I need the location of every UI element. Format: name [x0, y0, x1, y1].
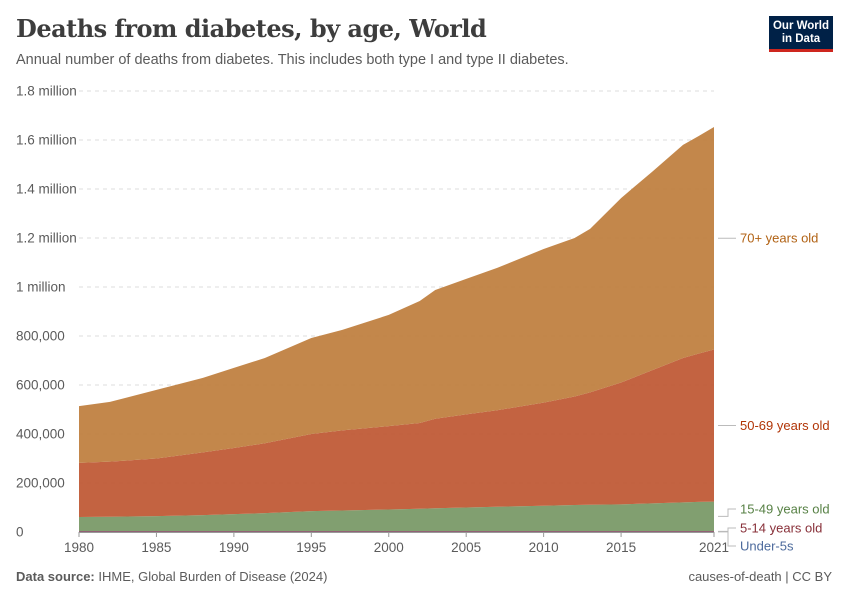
- y-tick-label: 1.4 million: [16, 182, 77, 197]
- y-tick-label: 1 million: [16, 280, 66, 295]
- x-tick-label: 2005: [451, 540, 481, 555]
- area-5-14-years-old[interactable]: [79, 531, 714, 532]
- x-tick-label: 1985: [141, 540, 171, 555]
- series-label: 5-14 years old: [740, 521, 822, 536]
- series-label: Under-5s: [740, 539, 794, 554]
- y-tick-label: 800,000: [16, 329, 65, 344]
- chart-title: Deaths from diabetes, by age, World: [16, 14, 487, 43]
- label-connector: [718, 508, 736, 517]
- y-tick-label: 600,000: [16, 378, 65, 393]
- x-tick-label: 2021: [699, 540, 729, 555]
- x-tick-label: 1990: [219, 540, 249, 555]
- data-source-label: Data source:: [16, 569, 95, 584]
- y-tick-label: 1.6 million: [16, 133, 77, 148]
- y-tick-label: 400,000: [16, 427, 65, 442]
- chart-subtitle: Annual number of deaths from diabetes. T…: [16, 52, 569, 68]
- data-source-link[interactable]: IHME, Global Burden of Disease (2024): [98, 569, 328, 584]
- y-tick-label: 1.8 million: [16, 84, 77, 99]
- x-tick-label: 2015: [606, 540, 636, 555]
- y-tick-label: 200,000: [16, 476, 65, 491]
- x-tick-label: 2010: [529, 540, 559, 555]
- series-label: 70+ years old: [740, 231, 818, 246]
- label-connector: [718, 527, 736, 532]
- owid-logo[interactable]: Our World in Data: [769, 16, 833, 52]
- license-text[interactable]: causes-of-death | CC BY: [688, 569, 832, 584]
- area-70-years-old[interactable]: [79, 127, 714, 463]
- area-50-69-years-old[interactable]: [79, 349, 714, 518]
- y-tick-label: 1.2 million: [16, 231, 77, 246]
- series-label: 50-69 years old: [740, 418, 830, 433]
- y-tick-label: 0: [16, 525, 24, 540]
- x-tick-label: 1995: [296, 540, 326, 555]
- series-label: 15-49 years old: [740, 502, 830, 517]
- x-tick-label: 2000: [374, 540, 404, 555]
- data-source: Data source: IHME, Global Burden of Dise…: [16, 569, 327, 584]
- x-tick-label: 1980: [64, 540, 94, 555]
- area-15-49-years-old[interactable]: [79, 501, 714, 532]
